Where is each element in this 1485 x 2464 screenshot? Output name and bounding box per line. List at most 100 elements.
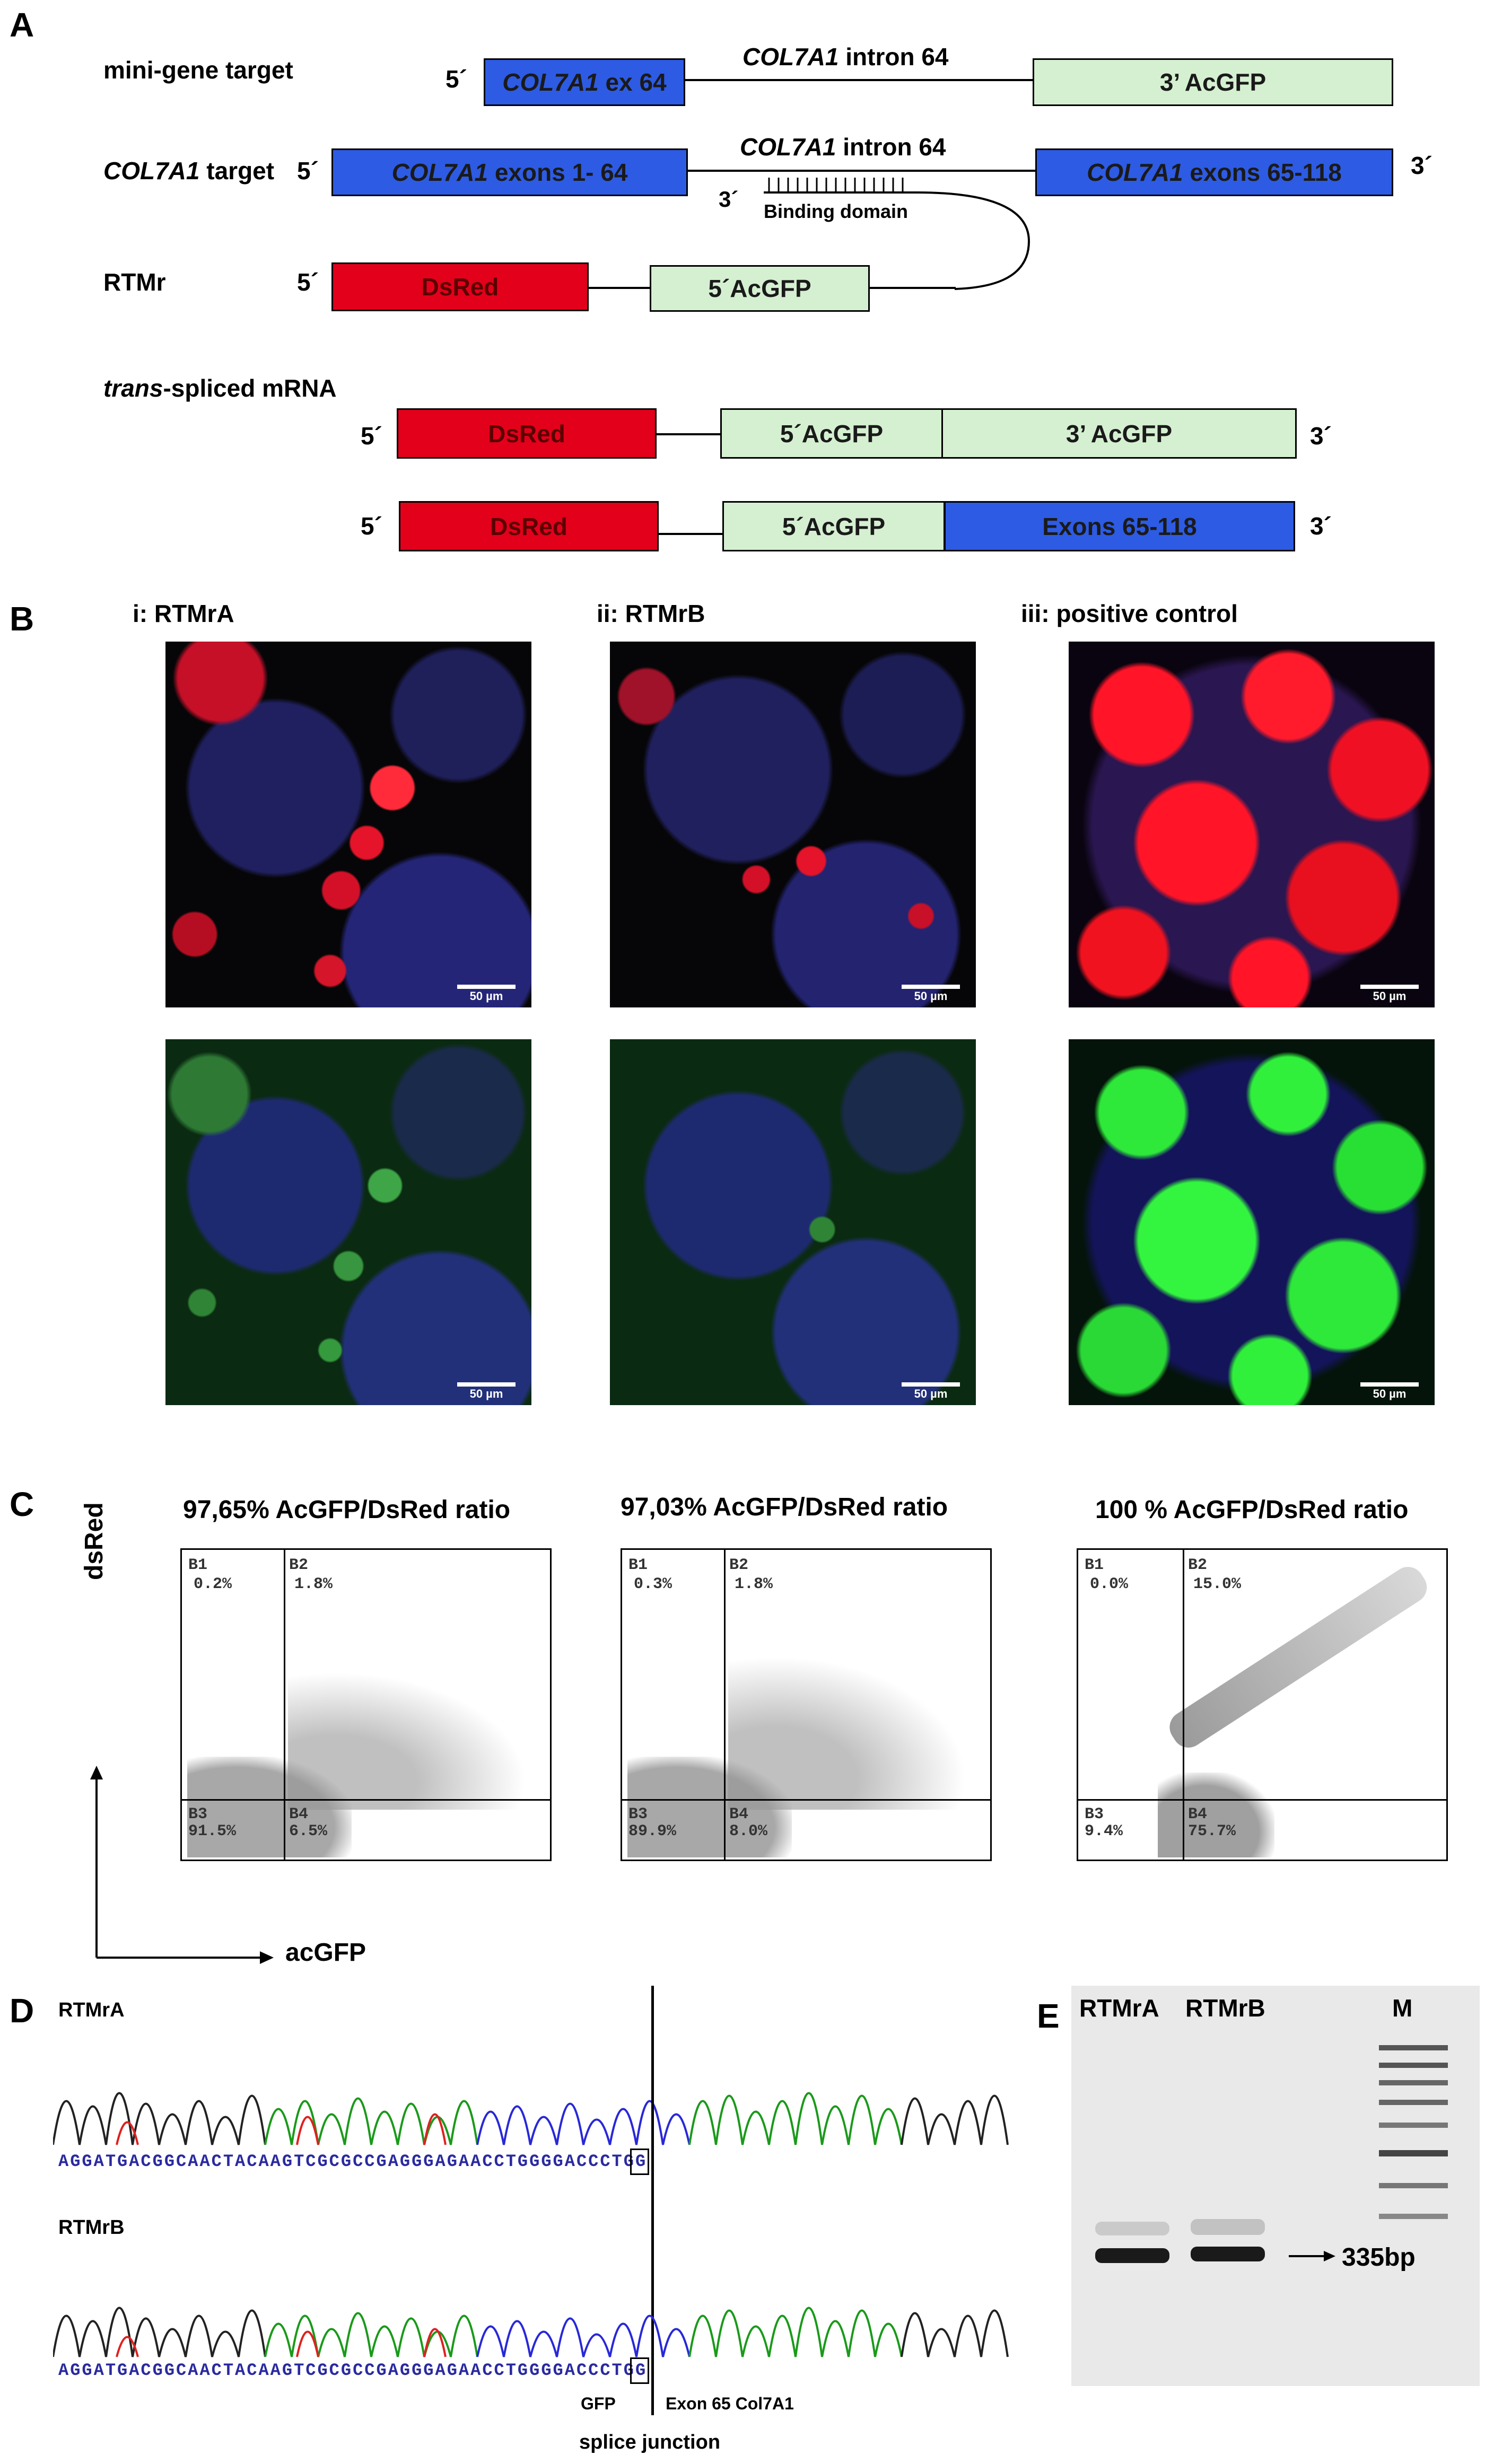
micrograph-positive-green: 50 µm [1069, 1039, 1435, 1405]
gate-horizontal [182, 1799, 550, 1801]
gel-smear-rtmrb [1191, 2219, 1265, 2235]
prime5-r1: 5´ [446, 65, 467, 93]
prime3-r2: 3´ [1411, 152, 1432, 179]
q-b2-value: 1.8% [294, 1575, 333, 1593]
flow-plot-rtmra: B1 0.2% B2 1.8% B3 91.5% B4 6.5% [180, 1548, 552, 1861]
intron64-label-r2: COL7A1 intron 64 [740, 133, 946, 161]
gate-vertical [284, 1550, 285, 1860]
micrograph-rtmra-green: 50 µm [165, 1039, 531, 1405]
q-b4: B4 [1188, 1805, 1208, 1823]
acgfp5-box-r5: 5´AcGFP [722, 501, 945, 551]
rtmr-linker [589, 287, 650, 289]
gel-band-rtmrb [1191, 2247, 1265, 2261]
gfp-label: GFP [581, 2394, 616, 2413]
acgfp5-box-r4: 5´AcGFP [720, 408, 943, 459]
q-b3-value: 89.9% [628, 1822, 677, 1840]
flow-title-1: 97,65% AcGFP/DsRed ratio [183, 1496, 511, 1524]
scatter-cloud [1158, 1773, 1274, 1857]
prime5-r4: 5´ [361, 422, 382, 450]
rtmr-label: RTMr [103, 268, 166, 296]
prime5-r3: 5´ [297, 268, 319, 296]
scale-bar [1360, 1382, 1419, 1387]
q-b1-value: 0.3% [634, 1575, 672, 1593]
sequence-rtmra: AGGATGACGGCAACTACAAGTCGCGCCGAGGGAGAACCTG… [58, 2152, 648, 2171]
q-b4-value: 8.0% [729, 1822, 768, 1840]
q-b3-value: 9.4% [1085, 1822, 1123, 1840]
scatter-tail [728, 1656, 967, 1810]
y-axis-label: dsRed [80, 1502, 108, 1580]
sequence-rtmrb: AGGATGACGGCAACTACAAGTCGCGCCGAGGGAGAACCTG… [58, 2361, 648, 2380]
col7a1-exons1-64-box: COL7A1 exons 1- 64 [331, 148, 688, 196]
q-b3: B3 [188, 1805, 208, 1823]
band-arrow [1289, 2251, 1335, 2261]
scale-label: 50 µm [1373, 1387, 1407, 1400]
panel-b-title-3: iii: positive control [1021, 600, 1238, 627]
prime3-r4: 3´ [1310, 422, 1332, 450]
dsred-box-rtmr: DsRed [331, 262, 589, 311]
gate-vertical [1183, 1550, 1184, 1860]
chromatogram-rtmra [53, 2092, 1009, 2145]
panel-a-letter: A [10, 6, 34, 44]
q-b4: B4 [289, 1805, 309, 1823]
panel-e-letter: E [1037, 1997, 1060, 2035]
prime5-r2: 5´ [297, 157, 319, 185]
scale-bar [457, 985, 516, 989]
chromatogram-rtmrb [53, 2307, 1009, 2357]
q-b2-value: 15.0% [1193, 1575, 1242, 1593]
flow-title-3: 100 % AcGFP/DsRed ratio [1095, 1496, 1409, 1524]
col7a1-target-label: COL7A1 target [103, 157, 275, 185]
q-b1: B1 [628, 1556, 648, 1574]
intron64-label-r1: COL7A1 intron 64 [742, 43, 949, 71]
q-b3: B3 [628, 1805, 648, 1823]
prime3-r5: 3´ [1310, 512, 1332, 540]
gate-horizontal [1078, 1799, 1446, 1801]
panel-c-letter: C [10, 1485, 34, 1523]
x-axis-label: acGFP [285, 1939, 366, 1967]
axes-arrows [90, 1766, 274, 1964]
acgfp3-box-r4: 3’ AcGFP [941, 408, 1297, 459]
q-b2: B2 [729, 1556, 749, 1574]
r4-linker [657, 433, 720, 435]
scale-label: 50 µm [469, 989, 503, 1003]
col7a1-exons65-118-box: COL7A1 exons 65-118 [1035, 148, 1393, 196]
micrograph-rtmrb-red: 50 µm [610, 642, 976, 1007]
scale-label: 50 µm [469, 1387, 503, 1400]
flow-plot-positive: B1 0.0% B2 15.0% B3 9.4% B4 75.7% [1077, 1548, 1448, 1861]
gate-vertical [724, 1550, 726, 1860]
micrograph-rtmrb-green: 50 µm [610, 1039, 976, 1405]
scale-bar [1360, 985, 1419, 989]
minigene-label: mini-gene target [103, 56, 293, 84]
scale-label: 50 µm [914, 1387, 948, 1400]
gel-lane-label-1: RTMrA [1079, 1994, 1159, 2022]
band-size-label: 335bp [1342, 2243, 1416, 2272]
gel-band-rtmra [1095, 2248, 1169, 2263]
gel-smear-rtmra [1095, 2222, 1169, 2235]
q-b4: B4 [729, 1805, 749, 1823]
gel-image: RTMrA RTMrB M 335bp [1071, 1986, 1480, 2386]
splice-box-rtmrb [630, 2357, 649, 2384]
q-b3-value: 91.5% [188, 1822, 237, 1840]
micrograph-rtmra-red: 50 µm [165, 642, 531, 1007]
flow-title-2: 97,03% AcGFP/DsRed ratio [621, 1493, 948, 1521]
binding-domain-label: Binding domain [764, 200, 908, 222]
splice-box-rtmra [630, 2149, 649, 2175]
q-b1-value: 0.0% [1090, 1575, 1129, 1593]
panel-d-letter: D [10, 1992, 34, 2030]
trans-spliced-label: trans-spliced mRNA [103, 374, 337, 402]
q-b2: B2 [289, 1556, 309, 1574]
panel-b-letter: B [10, 600, 34, 638]
q-b1-value: 0.2% [194, 1575, 232, 1593]
panel-b-title-1: i: RTMrA [133, 600, 234, 627]
q-b2: B2 [1188, 1556, 1208, 1574]
panel-b-title-2: ii: RTMrB [597, 600, 705, 627]
exon65-label: Exon 65 Col7A1 [666, 2394, 794, 2413]
prime3-binding: 3´ [719, 187, 739, 212]
q-b1: B1 [1085, 1556, 1104, 1574]
r5-linker [659, 533, 722, 535]
gate-horizontal [622, 1799, 990, 1801]
dsred-box-r4: DsRed [397, 408, 657, 459]
binding-domain-hatch [764, 178, 1030, 290]
q-b3: B3 [1085, 1805, 1104, 1823]
splice-junction-line [651, 1986, 654, 2415]
scale-bar [902, 985, 960, 989]
